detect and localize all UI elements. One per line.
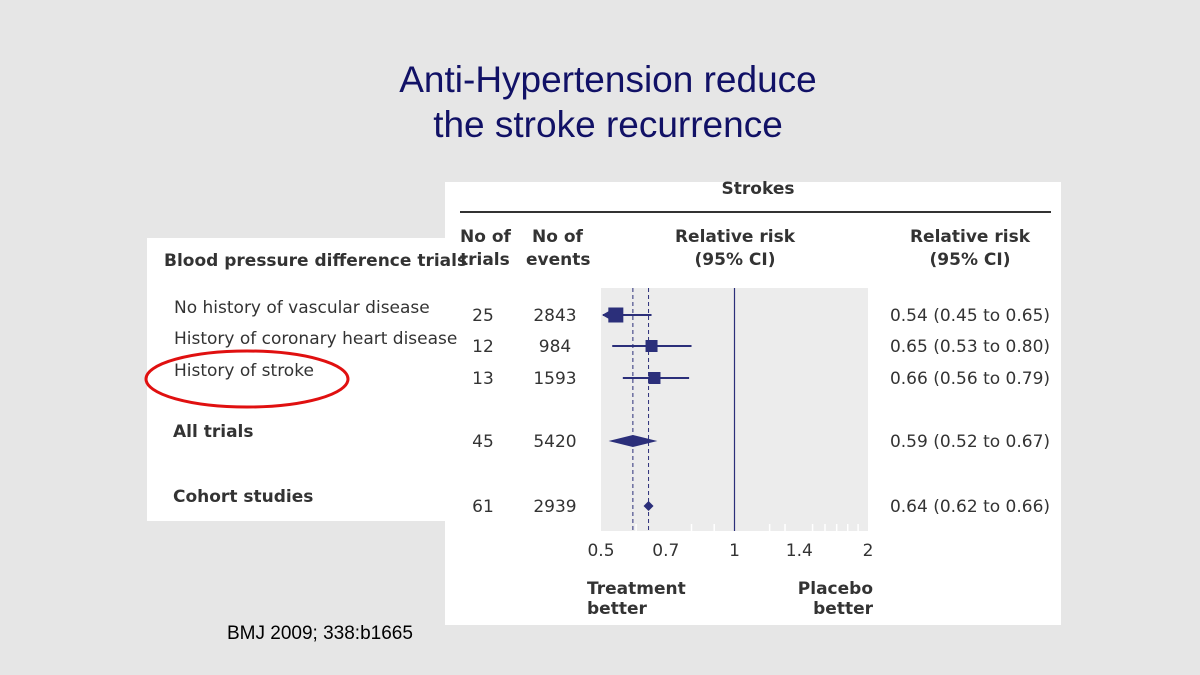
row-label-history-of-coronary-heart-disease: History of coronary heart disease — [174, 329, 457, 349]
tick-label-2: 1 — [729, 541, 740, 561]
point-estimate-history-of-stroke — [648, 372, 661, 384]
col-header-events-1: No of — [532, 227, 584, 247]
footer-placebo-1: Placebo — [798, 579, 873, 599]
row-trials-no-history-of-vascular-disease: 25 — [472, 306, 494, 326]
row-ci-history-of-coronary-heart-disease: 0.65 (0.53 to 0.80) — [890, 337, 1050, 357]
col-header-ci-1: Relative risk — [910, 227, 1031, 247]
tick-label-4: 2 — [863, 541, 874, 561]
tick-label-1: 0.7 — [652, 541, 679, 561]
col-header-events-2: events — [526, 250, 591, 270]
row-label-history-of-stroke: History of stroke — [174, 361, 314, 381]
section-header-strokes: Strokes — [722, 179, 795, 199]
row-label-cohort-studies: Cohort studies — [173, 487, 313, 507]
diamond-all-trials — [608, 435, 658, 447]
ci-arrow-no-history-of-vascular-disease — [602, 311, 609, 319]
slide-title-line-1: Anti-Hypertension reduce — [399, 59, 817, 100]
tick-label-3: 1.4 — [786, 541, 813, 561]
row-label-all-trials: All trials — [173, 422, 253, 442]
row-trials-cohort-studies: 61 — [472, 497, 494, 517]
left-table-panel — [147, 238, 447, 521]
tick-label-0: 0.5 — [587, 541, 614, 561]
row-events-no-history-of-vascular-disease: 2843 — [533, 306, 576, 326]
col-header-trials-1: No of — [460, 227, 512, 247]
row-ci-cohort-studies: 0.64 (0.62 to 0.66) — [890, 497, 1050, 517]
row-header: Blood pressure difference trials — [164, 251, 467, 271]
highlight-ellipse — [144, 349, 350, 409]
row-trials-history-of-coronary-heart-disease: 12 — [472, 337, 494, 357]
row-events-cohort-studies: 2939 — [533, 497, 576, 517]
footer-placebo-2: better — [813, 599, 873, 619]
point-estimate-no-history-of-vascular-disease — [608, 307, 624, 323]
col-header-ci-2: (95% CI) — [930, 250, 1011, 270]
row-ci-all-trials: 0.59 (0.52 to 0.67) — [890, 432, 1050, 452]
row-events-history-of-coronary-heart-disease: 984 — [539, 337, 571, 357]
col-header-plot-2: (95% CI) — [695, 250, 776, 270]
row-label-no-history-of-vascular-disease: No history of vascular disease — [174, 298, 430, 318]
footer-treatment-1: Treatment — [587, 579, 686, 599]
row-trials-history-of-stroke: 13 — [472, 369, 494, 389]
row-events-all-trials: 5420 — [533, 432, 576, 452]
row-ci-history-of-stroke: 0.66 (0.56 to 0.79) — [890, 369, 1050, 389]
col-header-trials-2: trials — [460, 250, 510, 270]
row-trials-all-trials: 45 — [472, 432, 494, 452]
diamond-cohort-studies — [643, 501, 654, 511]
citation: BMJ 2009; 338:b1665 — [227, 623, 413, 644]
row-events-history-of-stroke: 1593 — [533, 369, 576, 389]
footer-treatment-2: better — [587, 599, 647, 619]
row-ci-no-history-of-vascular-disease: 0.54 (0.45 to 0.65) — [890, 306, 1050, 326]
slide-title-line-2: the stroke recurrence — [433, 104, 783, 145]
col-header-plot-1: Relative risk — [675, 227, 796, 247]
point-estimate-history-of-coronary-heart-disease — [645, 340, 658, 352]
